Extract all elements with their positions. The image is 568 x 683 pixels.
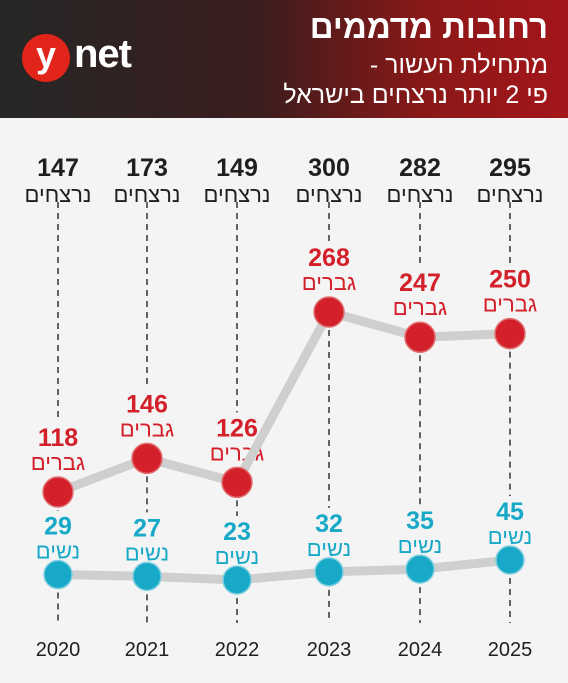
men-point (131, 442, 163, 475)
chart-svg: 147נרצחים118גברים29נשים2020173נרצחים146ג… (25, 154, 544, 661)
women-label: נשים (307, 536, 351, 561)
total-label: נרצחים (25, 182, 92, 207)
chart-title: רחובות מדממים (309, 8, 548, 45)
women-point (43, 559, 73, 590)
subtitle-line-1: מתחילת העשור - (369, 51, 548, 79)
chart-area: 147 נרצחים 118 גברים 29 נשים 2020 173 נרצחים 146 ג… (0, 118, 568, 683)
women-value: 35 (406, 507, 434, 535)
ynet-logo-circle: y (22, 34, 70, 82)
total-value: 149 (216, 154, 258, 182)
men-value: 268 (308, 244, 350, 272)
men-label: גברים (302, 270, 356, 295)
year-tick-label: 2024 (398, 639, 443, 661)
men-value: 126 (216, 414, 258, 442)
men-value: 118 (38, 424, 78, 452)
total-label: נרצחים (477, 182, 544, 207)
women-point (405, 554, 435, 584)
women-label: נשים (215, 544, 259, 569)
total-value: 300 (308, 154, 350, 182)
subtitle-line-2: פי 2 יותר נרצחים בישראל (283, 81, 548, 109)
women-value: 29 (44, 513, 72, 541)
header-banner: רחובות מדממים מתחילת העשור - פי 2 יותר נ… (0, 0, 568, 118)
men-value: 250 (489, 266, 531, 294)
women-value: 27 (133, 514, 161, 542)
year-tick-label: 2020 (36, 639, 81, 661)
total-label: נרצחים (204, 182, 271, 207)
year-tick-label: 2021 (125, 639, 170, 661)
women-value: 32 (315, 510, 343, 538)
total-label: נרצחים (296, 182, 363, 207)
men-point (221, 466, 253, 499)
women-point (222, 565, 252, 595)
total-value: 295 (489, 154, 531, 182)
women-value: 45 (496, 498, 524, 526)
men-value: 146 (126, 390, 168, 418)
men-point (494, 317, 526, 350)
total-label: נרצחים (114, 182, 181, 207)
men-point (42, 476, 74, 508)
total-value: 282 (399, 154, 441, 182)
men-point (404, 321, 436, 353)
men-label: גברים (31, 450, 85, 475)
men-label: גברים (120, 416, 174, 441)
total-label: נרצחים (387, 182, 454, 207)
women-label: נשים (125, 540, 169, 565)
women-value: 23 (223, 518, 251, 546)
ynet-logo: y net (22, 32, 134, 82)
women-label: נשים (398, 533, 442, 558)
ynet-logo-text: net (74, 32, 132, 76)
year-tick-label: 2023 (307, 639, 352, 661)
women-label: נשים (488, 524, 532, 549)
total-value: 173 (126, 154, 168, 182)
men-label: גברים (393, 295, 447, 320)
year-tick-label: 2022 (215, 639, 260, 661)
total-value: 147 (37, 154, 79, 182)
women-series-line (53, 555, 515, 585)
women-point (495, 545, 525, 575)
men-label: גברים (483, 292, 537, 317)
women-point (314, 557, 344, 587)
chart-subtitle: מתחילת העשור - פי 2 יותר נרצחים בישראל (283, 50, 548, 110)
men-value: 247 (399, 269, 441, 297)
women-label: נשים (36, 539, 80, 564)
year-tick-label: 2025 (488, 639, 533, 661)
men-point (313, 296, 345, 328)
women-point (132, 561, 162, 592)
